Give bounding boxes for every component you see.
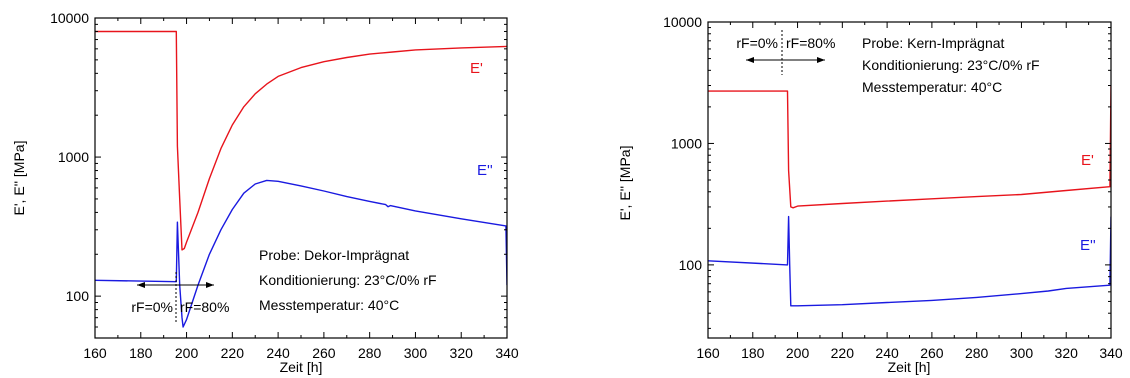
- chart-right-rf-left-label: rF=0%: [736, 35, 778, 51]
- x-tick-label: 300: [1010, 345, 1034, 361]
- chart-left-series-label-e-double-prime: E'': [477, 162, 493, 179]
- chart-right: 160 180 200 220 240 260 280 300 320 340 100100010…: [617, 14, 1123, 375]
- chart-left-rf-right-label: rF=80%: [180, 299, 229, 315]
- chart-right-rf-arrow-left-head: [746, 57, 754, 63]
- x-tick-label: 160: [83, 345, 107, 361]
- chart-right-konditionierung-text: Konditionierung: 23°C/0% rF: [862, 57, 1040, 73]
- chart-right-series-group: [708, 85, 1111, 307]
- y-tick-label: 10000: [50, 10, 89, 26]
- x-tick-label: 220: [221, 345, 245, 361]
- chart-right-rf-arrow-right-head: [817, 57, 825, 63]
- chart-right-rf-right-label: rF=80%: [786, 35, 835, 51]
- chart-right-series-line-e-prime: [708, 85, 1111, 209]
- x-tick-label: 300: [404, 345, 428, 361]
- x-tick-label: 320: [450, 345, 474, 361]
- chart-right-x-axis-label: Zeit [h]: [888, 359, 931, 375]
- x-tick-label: 320: [1055, 345, 1079, 361]
- x-tick-label: 340: [495, 345, 519, 361]
- chart-left-series-line-e-prime: [95, 30, 507, 251]
- chart-left-probe-text: Probe: Dekor-Imprägnat: [259, 247, 409, 263]
- chart-left-rf-arrow-left-head: [137, 282, 145, 288]
- x-tick-label: 180: [129, 345, 153, 361]
- x-tick-label: 340: [1099, 345, 1123, 361]
- y-tick-label: 100: [66, 288, 90, 304]
- chart-left: 160 180 200 220 240 260 280 300 320 340 100100010…: [11, 10, 519, 375]
- y-tick-label: 1000: [58, 149, 89, 165]
- chart-right-series-label-e-prime: E': [1081, 152, 1094, 169]
- chart-right-y-axis-label: E', E'' [MPa]: [617, 146, 633, 221]
- chart-left-rf-left-label: rF=0%: [131, 299, 173, 315]
- y-tick-label: 100: [679, 257, 703, 273]
- chart-left-konditionierung-text: Konditionierung: 23°C/0% rF: [259, 272, 437, 288]
- x-tick-label: 160: [696, 345, 720, 361]
- x-tick-label: 280: [358, 345, 382, 361]
- chart-left-series-line-e-double-prime: [95, 179, 507, 328]
- chart-right-messtemperatur-text: Messtemperatur: 40°C: [862, 79, 1002, 95]
- chart-right-probe-text: Probe: Kern-Imprägnat: [862, 35, 1005, 51]
- y-tick-label: 1000: [671, 135, 702, 151]
- y-tick-label: 10000: [663, 14, 702, 30]
- x-tick-label: 240: [266, 345, 290, 361]
- x-tick-label: 220: [831, 345, 855, 361]
- x-tick-label: 180: [741, 345, 765, 361]
- chart-left-y-axis-label: E', E'' [MPa]: [11, 141, 27, 216]
- chart-right-y-ticks: 100 1000 10000: [663, 14, 1111, 329]
- x-tick-label: 200: [175, 345, 199, 361]
- chart-left-rf-arrow-right-head: [206, 282, 214, 288]
- chart-left-x-axis-label: Zeit [h]: [280, 359, 323, 375]
- chart-right-series-line-e-double-prime: [708, 215, 1111, 307]
- chart-left-y-ticks: 100 1000 10000: [50, 10, 507, 339]
- x-tick-label: 260: [920, 345, 944, 361]
- chart-right-x-ticks: 160 180 200 220 240 260 280 300 320 340: [696, 22, 1123, 361]
- chart-left-plot-frame: [94, 17, 508, 339]
- chart-left-series-label-e-prime: E': [470, 60, 483, 77]
- chart-left-x-ticks: 160 180 200 220 240 260 280 300 320 340: [83, 18, 519, 361]
- x-tick-label: 240: [875, 345, 899, 361]
- x-tick-label: 280: [965, 345, 989, 361]
- x-tick-label: 200: [786, 345, 810, 361]
- chart-right-series-label-e-double-prime: E'': [1080, 237, 1096, 254]
- chart-left-series-group: [95, 30, 507, 328]
- x-tick-label: 260: [312, 345, 336, 361]
- chart-left-messtemperatur-text: Messtemperatur: 40°C: [259, 297, 399, 313]
